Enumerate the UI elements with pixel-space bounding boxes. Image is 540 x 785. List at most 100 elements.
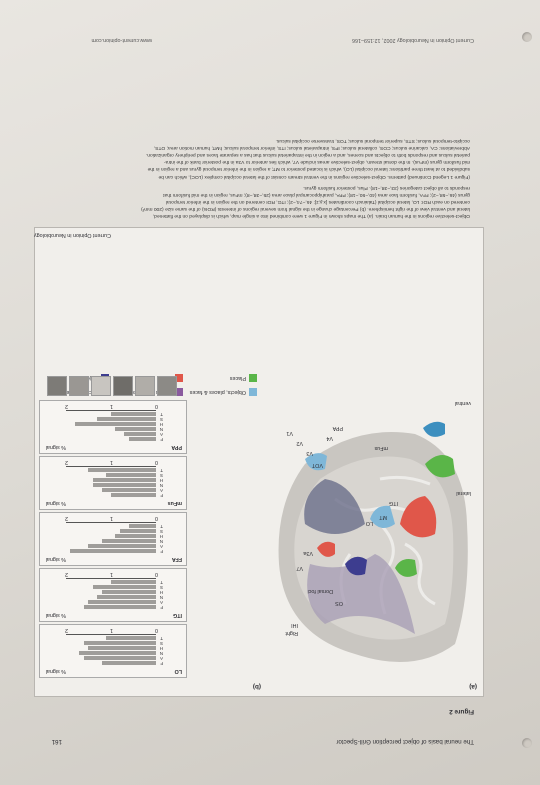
brain-label-vot: VOT (311, 462, 323, 468)
roi-tick-label: 1 (110, 403, 113, 409)
roi-category-label: N (159, 483, 163, 488)
legend-swatch (249, 388, 257, 396)
figure-label: Figure 2 (449, 708, 474, 715)
caption-line: centered on each ROI: LO, lateral occipi… (165, 198, 470, 204)
roi-category-label: T (160, 580, 163, 585)
roi-category-label: F (160, 549, 163, 554)
brain-label-itg: ITG (389, 500, 398, 506)
roi-panel: ITG % signal 0 1 2 F A N H S T (39, 568, 187, 622)
roi-bar (111, 580, 156, 584)
roi-bar (75, 422, 156, 426)
roi-tick-label: 0 (155, 403, 158, 409)
roi-axis-line (66, 634, 156, 635)
roi-category-label: F (160, 661, 163, 666)
roi-panel: FFA % signal 0 1 2 F A N H S T (39, 512, 187, 566)
stimulus-thumbnail (157, 376, 177, 396)
brain-label-v1: V1 (286, 430, 293, 436)
roi-category-label: A (160, 600, 163, 605)
roi-category-label: T (160, 636, 163, 641)
roi-bar (120, 529, 156, 533)
caption-line: gyrus (46,−58,−2); FFA, fusiform face ar… (163, 191, 470, 197)
figure-watermark: Current Opinion in Neurobiology (33, 232, 111, 238)
footer-url: www.current-opinion.com (91, 37, 152, 43)
legend-label: Places (229, 375, 246, 381)
footer-journal: Current Opinion in Neurobiology 2002, 12… (352, 37, 474, 43)
roi-tick-label: 2 (65, 627, 68, 633)
roi-bar (88, 600, 156, 604)
brain-label-lateral: lateral (456, 490, 471, 496)
roi-axis-label: % signal (45, 556, 66, 562)
roi-bar (102, 661, 156, 665)
roi-panel-title: PPA (171, 444, 182, 450)
roi-category-label: H (159, 534, 163, 539)
brain-flatmap (278, 421, 468, 662)
brain-label-v3: V3 (306, 450, 313, 456)
roi-bar (97, 417, 156, 421)
roi-bar (106, 473, 156, 477)
stimulus-thumbnail (91, 376, 111, 396)
roi-bar (115, 427, 156, 431)
roi-tick-label: 2 (65, 571, 68, 577)
roi-tick-label: 0 (155, 459, 158, 465)
roi-bar (79, 651, 156, 655)
roi-bar (102, 539, 156, 543)
roi-category-label: N (159, 595, 163, 600)
roi-bar (93, 483, 156, 487)
brain-label-v7: V7 (296, 565, 303, 571)
brain-label-ihi: IHI (291, 622, 298, 628)
figure-caption: Object-selective regions in the human br… (54, 137, 470, 219)
roi-tick-label: 2 (65, 515, 68, 521)
figure: (a) (b) (34, 227, 484, 697)
roi-category-label: S (160, 417, 163, 422)
roi-tick-label: 1 (110, 515, 113, 521)
brain-label-dorsal-foci: Dorsal foci (307, 588, 333, 594)
roi-bar (84, 641, 156, 645)
caption-line: lateral and ventral view of the right he… (141, 205, 470, 211)
roi-axis-line (66, 410, 156, 411)
stimulus-thumbnail (69, 376, 89, 396)
roi-tick-label: 1 (110, 627, 113, 633)
panel-a-label: (a) (469, 683, 477, 690)
brain-label-v4: V4 (326, 435, 333, 441)
roi-bar (124, 432, 156, 436)
roi-panel-title: LO (174, 668, 183, 674)
roi-category-label: S (160, 585, 163, 590)
brain-label-ventral: ventral (454, 400, 471, 406)
roi-category-label: N (159, 539, 163, 544)
roi-category-label: A (160, 656, 163, 661)
roi-category-label: H (159, 422, 163, 427)
roi-category-label: T (160, 412, 163, 417)
panel-b-label: (b) (252, 683, 261, 690)
caption-line: Object-selective regions in the human br… (152, 213, 470, 218)
brain-label-lo: LO (365, 520, 373, 526)
roi-category-label: S (160, 473, 163, 478)
roi-panel: LO % signal 0 1 2 F A N H S T (39, 624, 187, 678)
roi-bar (88, 468, 156, 472)
roi-axis-label: % signal (45, 612, 66, 618)
roi-axis-line (66, 466, 156, 467)
roi-bar (106, 636, 156, 640)
roi-category-label: T (160, 524, 163, 529)
roi-tick-label: 1 (110, 459, 113, 465)
legend-swatch (249, 374, 257, 382)
roi-tick-label: 0 (155, 515, 158, 521)
legend-label: Objects, places & faces (189, 389, 246, 395)
roi-bar (93, 478, 156, 482)
caption-line: mid fusiform gyrus (mFus). In the dorsal… (163, 159, 470, 165)
page-number: 161 (51, 738, 62, 745)
brain-label-mt: MT (379, 514, 387, 520)
caption-line: (Figure 1 Legend Continued) patterns. Ob… (158, 173, 470, 179)
brain-label-mfus: mFus (374, 445, 388, 451)
roi-axis-line (66, 522, 156, 523)
brain-label-v2: V2 (296, 440, 303, 446)
roi-bar (102, 488, 156, 492)
roi-category-label: H (159, 478, 163, 483)
caption-line: subdivided to at least three partitions:… (147, 166, 470, 172)
stimulus-thumbnail (113, 376, 133, 396)
roi-category-label: H (159, 646, 163, 651)
roi-bar (84, 605, 156, 609)
caption-line: Abbreviations: CA, calcarine sulcus; COS… (153, 145, 470, 151)
brain-label-ppa: PPA (332, 425, 343, 431)
roi-axis-label: % signal (45, 444, 66, 450)
